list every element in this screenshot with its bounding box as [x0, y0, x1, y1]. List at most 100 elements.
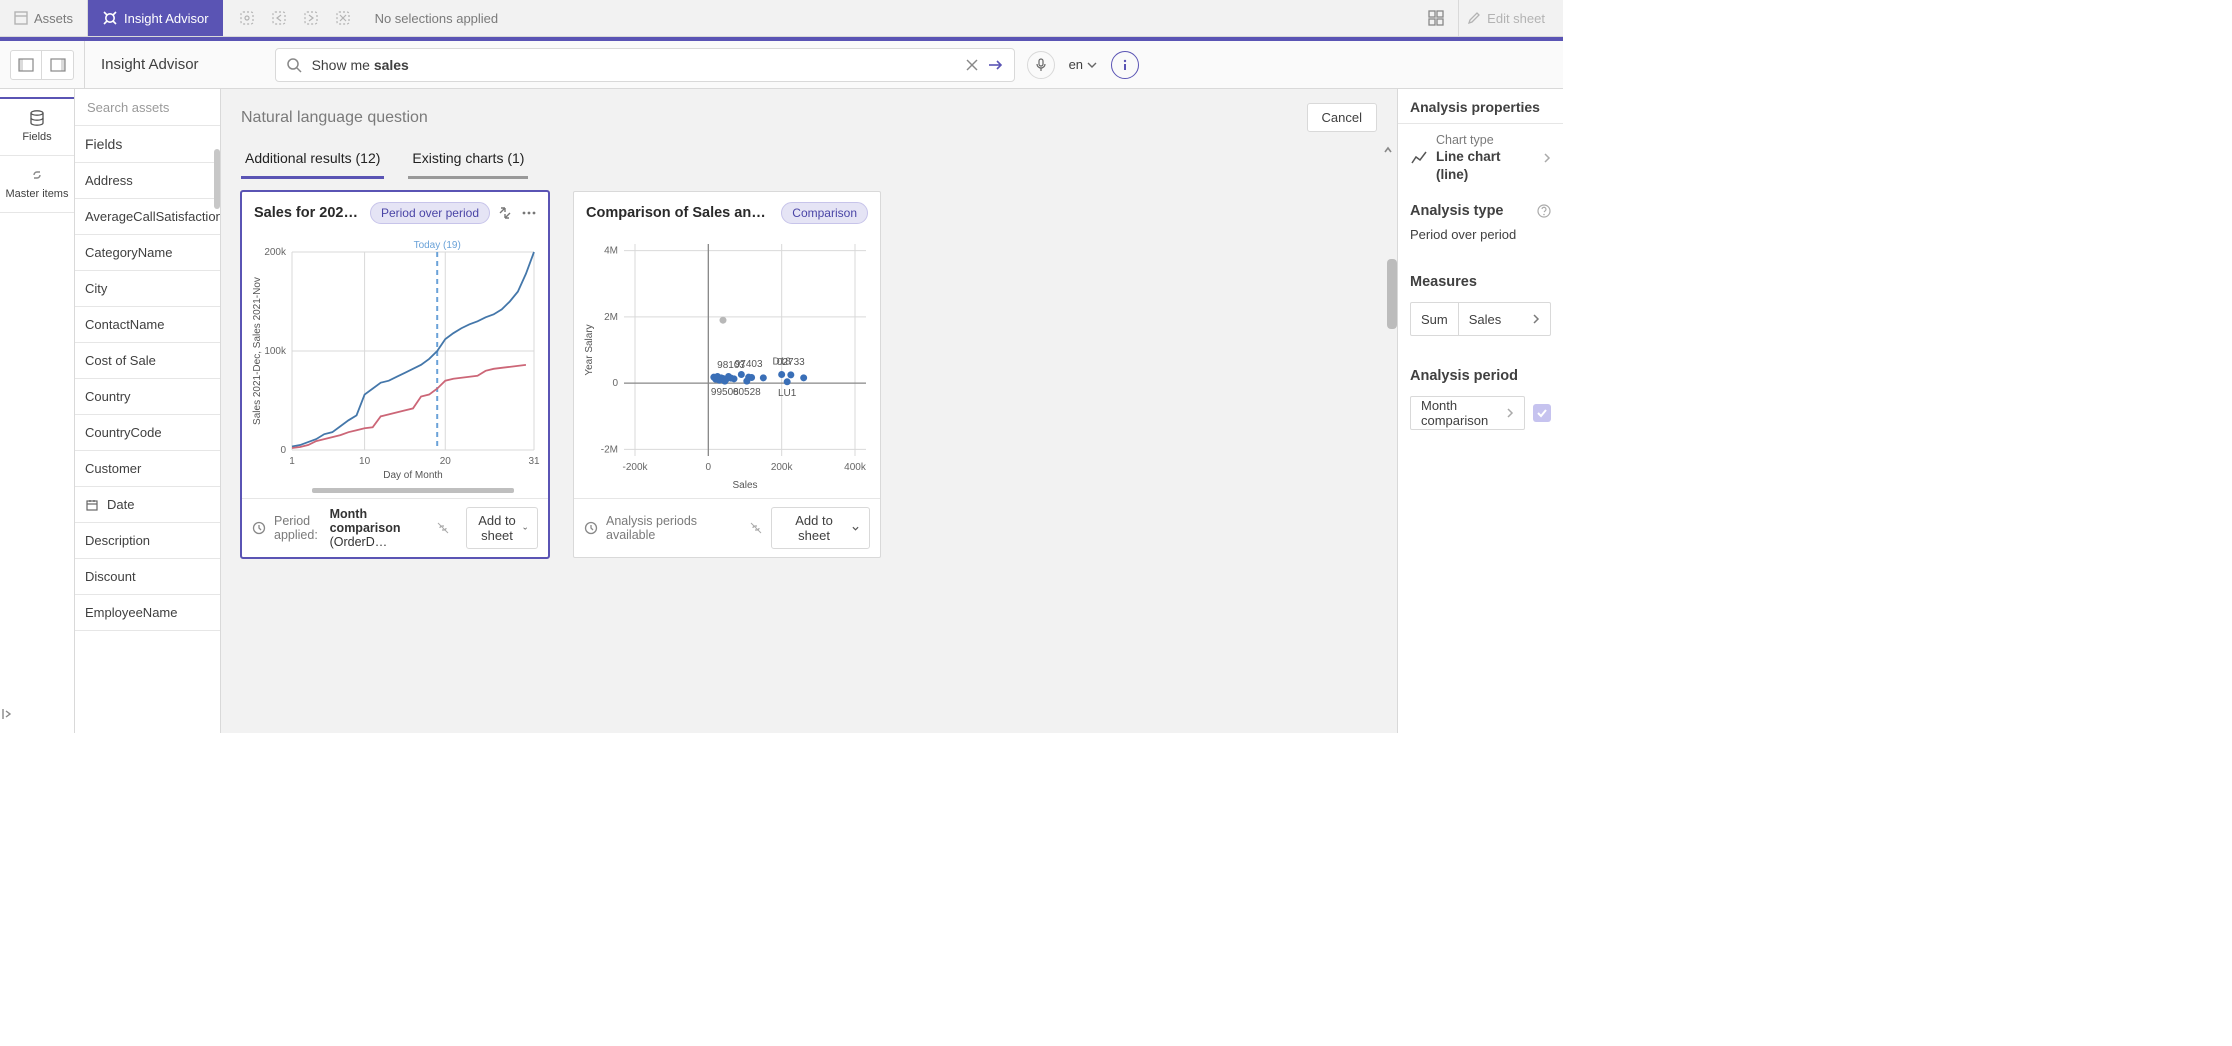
expand-icon[interactable]	[498, 206, 512, 220]
svg-text:4M: 4M	[604, 246, 618, 257]
layout-toggle-group	[0, 41, 85, 88]
field-item[interactable]: Country	[75, 379, 220, 415]
calendar-icon	[85, 498, 99, 512]
result-tabs: Additional results (12) Existing charts …	[221, 142, 1397, 179]
svg-text:1: 1	[289, 456, 295, 467]
chevron-right-icon	[1506, 407, 1514, 419]
rail-item-fields[interactable]: Fields	[0, 99, 74, 156]
layout-toggle-left[interactable]	[10, 50, 42, 80]
field-item[interactable]: Discount	[75, 559, 220, 595]
field-item[interactable]: City	[75, 271, 220, 307]
props-chart-type-label: Chart type	[1436, 132, 1535, 148]
asset-search-input[interactable]	[85, 89, 210, 125]
svg-text:100k: 100k	[264, 346, 287, 357]
svg-text:31: 31	[528, 456, 540, 467]
fields-heading: Fields	[75, 126, 220, 163]
pencil-icon	[1467, 11, 1481, 25]
card2-type-pill: Comparison	[781, 202, 868, 224]
props-analysis-type-label: Analysis type	[1410, 203, 1504, 219]
break-link-icon[interactable]	[436, 521, 450, 535]
card1-type-pill: Period over period	[370, 202, 490, 224]
insight-card-comparison[interactable]: Comparison of Sales and Year S… Comparis…	[573, 191, 881, 558]
search-bold: sales	[374, 57, 409, 73]
period-enabled-checkbox[interactable]	[1533, 404, 1551, 422]
field-item[interactable]: Customer	[75, 451, 220, 487]
smart-search-icon[interactable]	[233, 4, 261, 32]
nlq-title: Natural language question	[241, 109, 428, 127]
cards-row: Sales for 2021-Dec vs 2021… Period over …	[221, 179, 1397, 578]
selection-tool-icons	[223, 0, 367, 36]
measure-aggregation: Sum	[1411, 303, 1459, 335]
svg-text:97403: 97403	[735, 359, 763, 370]
props-chart-type-row[interactable]: Chart type Line chart (line)	[1398, 123, 1563, 191]
line-chart-icon	[1410, 149, 1428, 167]
props-measure-pill[interactable]: Sum Sales	[1410, 302, 1551, 336]
field-item[interactable]: Cost of Sale	[75, 343, 220, 379]
nlq-search-input[interactable]: Show me sales	[275, 48, 1015, 82]
clear-search-icon[interactable]	[966, 59, 978, 71]
layout-toggle-right[interactable]	[42, 50, 74, 80]
assets-icon	[14, 11, 28, 25]
field-item[interactable]: CategoryName	[75, 235, 220, 271]
microphone-button[interactable]	[1027, 51, 1055, 79]
field-item[interactable]: EmployeeName	[75, 595, 220, 631]
asset-scrollbar[interactable]	[214, 149, 220, 209]
info-button[interactable]	[1111, 51, 1139, 79]
language-select[interactable]: en	[1069, 57, 1097, 72]
field-list: AddressAverageCallSatisfactionCategoryNa…	[75, 163, 220, 733]
page-title: Insight Advisor	[85, 56, 215, 73]
card1-add-to-sheet-button[interactable]: Add to sheet	[466, 507, 538, 549]
left-rail: Fields Master items	[0, 89, 75, 733]
card2-foot-text: Analysis periods available	[606, 514, 733, 542]
props-chart-type-value: Line chart (line)	[1436, 148, 1535, 183]
search-text: Show me sales	[312, 57, 956, 73]
clock-icon	[584, 521, 598, 535]
submit-search-icon[interactable]	[988, 59, 1004, 71]
help-icon[interactable]	[1537, 204, 1551, 218]
content-scrollbar[interactable]	[1387, 259, 1397, 329]
tab-existing-charts[interactable]: Existing charts (1)	[408, 142, 528, 179]
rail-master-label: Master items	[6, 188, 69, 200]
svg-text:400k: 400k	[844, 462, 867, 473]
search-prefix: Show me	[312, 57, 374, 73]
field-item[interactable]: CountryCode	[75, 415, 220, 451]
asset-panel: Fields AddressAverageCallSatisfactionCat…	[75, 89, 221, 733]
clock-icon	[252, 521, 266, 535]
props-period-pill[interactable]: Month comparison	[1410, 396, 1525, 430]
no-selections-text: No selections applied	[367, 0, 507, 36]
field-item[interactable]: AverageCallSatisfaction	[75, 199, 220, 235]
chevron-right-icon	[1522, 303, 1550, 335]
clear-selections-icon[interactable]	[329, 4, 357, 32]
tab-additional-results[interactable]: Additional results (12)	[241, 142, 384, 179]
card2-add-to-sheet-button[interactable]: Add to sheet	[771, 507, 870, 549]
card1-add-label: Add to sheet	[477, 513, 516, 543]
cancel-button[interactable]: Cancel	[1307, 103, 1377, 132]
svg-text:0: 0	[706, 462, 712, 473]
insight-icon	[102, 10, 118, 26]
edit-sheet-button[interactable]: Edit sheet	[1458, 0, 1553, 36]
svg-text:200k: 200k	[264, 247, 287, 258]
field-item[interactable]: Address	[75, 163, 220, 199]
field-item[interactable]: ContactName	[75, 307, 220, 343]
insight-advisor-tab-button[interactable]: Insight Advisor	[88, 0, 223, 36]
rail-item-master[interactable]: Master items	[0, 156, 74, 213]
collapse-props-caret-icon[interactable]	[1381, 143, 1397, 159]
card2-chart: 9810397403D18027339950860528LU1-200k0200…	[574, 234, 880, 498]
svg-text:LU1: LU1	[778, 388, 797, 399]
rail-collapse-button[interactable]	[0, 695, 74, 733]
break-link-icon[interactable]	[749, 521, 763, 535]
insight-card-period-over-period[interactable]: Sales for 2021-Dec vs 2021… Period over …	[241, 191, 549, 558]
props-analysis-type-heading: Analysis type	[1398, 191, 1563, 223]
insight-tab-label: Insight Advisor	[124, 11, 209, 26]
step-back-icon[interactable]	[265, 4, 293, 32]
field-item[interactable]: Date	[75, 487, 220, 523]
svg-text:Sales: Sales	[732, 480, 757, 491]
card1-chart: Today (19)0100k200k1102031Day of MonthSa…	[242, 234, 548, 498]
sheet-grid-icon[interactable]	[1420, 10, 1452, 26]
field-item[interactable]: Description	[75, 523, 220, 559]
assets-tab-button[interactable]: Assets	[0, 0, 88, 36]
step-forward-icon[interactable]	[297, 4, 325, 32]
card2-title: Comparison of Sales and Year S…	[586, 205, 773, 221]
period-value: Month comparison	[1421, 398, 1506, 428]
more-icon[interactable]	[522, 211, 536, 215]
